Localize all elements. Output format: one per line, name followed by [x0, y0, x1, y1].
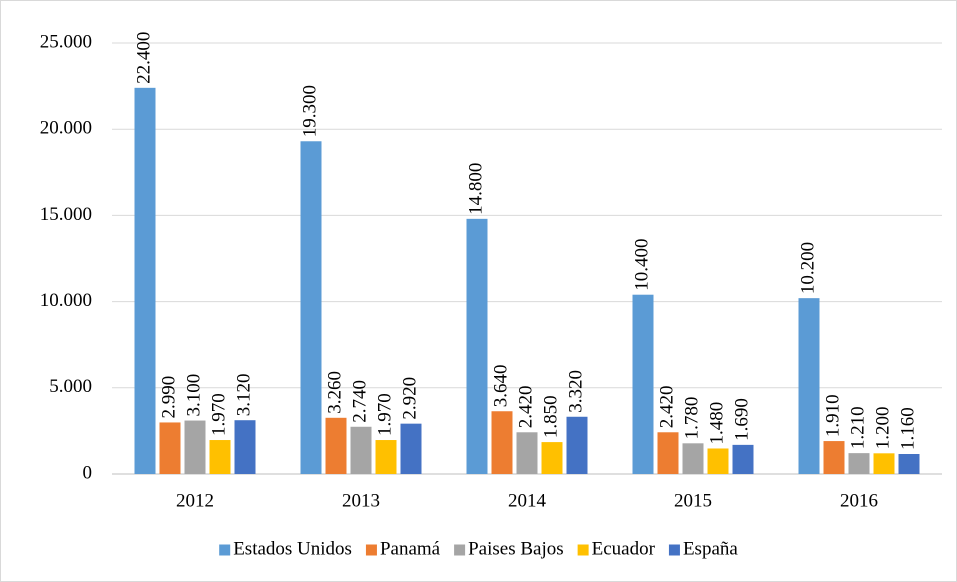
bar — [234, 420, 256, 474]
legend-swatch — [365, 544, 377, 556]
data-label: 1.910 — [822, 394, 843, 437]
data-label: 1.780 — [681, 397, 702, 440]
legend-item: Paises Bajos — [454, 538, 564, 559]
bar — [184, 420, 206, 474]
legend-swatch — [577, 544, 589, 556]
legend-item: España — [668, 538, 738, 559]
legend-label: Panamá — [380, 538, 441, 559]
bar — [134, 87, 156, 474]
bar — [682, 443, 704, 474]
data-label: 3.640 — [490, 364, 511, 407]
bar — [873, 453, 895, 474]
data-label: 1.970 — [374, 393, 395, 436]
bar — [516, 432, 538, 474]
bar — [898, 454, 920, 474]
bar — [823, 441, 845, 474]
y-tick-label: 0 — [83, 462, 93, 483]
bar — [375, 440, 397, 474]
data-label: 10.200 — [797, 242, 818, 294]
bar — [632, 294, 654, 474]
data-label: 22.400 — [133, 32, 154, 84]
data-label: 1.480 — [706, 402, 727, 445]
y-tick-label: 10.000 — [40, 290, 92, 311]
x-tick-label: 2012 — [176, 490, 214, 511]
bar — [159, 422, 181, 474]
bar — [209, 440, 231, 474]
data-label: 3.120 — [233, 373, 254, 416]
data-label: 1.970 — [208, 393, 229, 436]
bar — [491, 411, 513, 474]
bar — [325, 417, 347, 474]
x-tick-label: 2016 — [840, 490, 878, 511]
bar — [798, 298, 820, 474]
bar — [848, 453, 870, 474]
legend-label: Estados Unidos — [233, 538, 352, 559]
bar — [566, 416, 588, 474]
bar — [300, 141, 322, 474]
bar — [541, 442, 563, 474]
legend-item: Estados Unidos — [219, 538, 352, 559]
data-label: 2.920 — [399, 377, 420, 420]
data-label: 2.420 — [656, 386, 677, 429]
data-label: 14.800 — [465, 163, 486, 215]
bar — [657, 432, 679, 474]
y-tick-label: 25.000 — [40, 31, 92, 52]
bar — [732, 444, 754, 474]
bar — [707, 448, 729, 474]
data-label: 3.100 — [183, 374, 204, 417]
y-tick-label: 20.000 — [40, 118, 92, 139]
y-tick-label: 5.000 — [49, 376, 92, 397]
y-tick-label: 15.000 — [40, 204, 92, 225]
x-tick-label: 2014 — [508, 490, 547, 511]
data-label: 19.300 — [299, 85, 320, 137]
data-label: 10.400 — [631, 238, 652, 290]
legend-item: Ecuador — [577, 538, 656, 559]
bar — [350, 426, 372, 474]
data-label: 1.160 — [897, 407, 918, 450]
data-label: 2.420 — [515, 386, 536, 429]
data-label: 1.690 — [731, 398, 752, 441]
data-label: 1.200 — [872, 407, 893, 450]
x-tick-label: 2015 — [674, 490, 712, 511]
legend-swatch — [454, 544, 466, 556]
data-label: 3.260 — [324, 371, 345, 414]
data-label: 1.850 — [540, 395, 561, 438]
data-label: 3.320 — [565, 370, 586, 413]
legend-item: Panamá — [365, 538, 441, 559]
legend-swatch — [668, 544, 680, 556]
legend-label: Paises Bajos — [468, 538, 564, 559]
data-label: 2.740 — [349, 380, 370, 423]
data-label: 1.210 — [847, 406, 868, 449]
legend-label: España — [683, 538, 738, 559]
x-tick-label: 2013 — [342, 490, 380, 511]
bar — [400, 423, 422, 474]
data-label: 2.990 — [158, 376, 179, 419]
legend-label: Ecuador — [592, 538, 656, 559]
bar — [466, 218, 488, 474]
legend-swatch — [219, 544, 231, 556]
